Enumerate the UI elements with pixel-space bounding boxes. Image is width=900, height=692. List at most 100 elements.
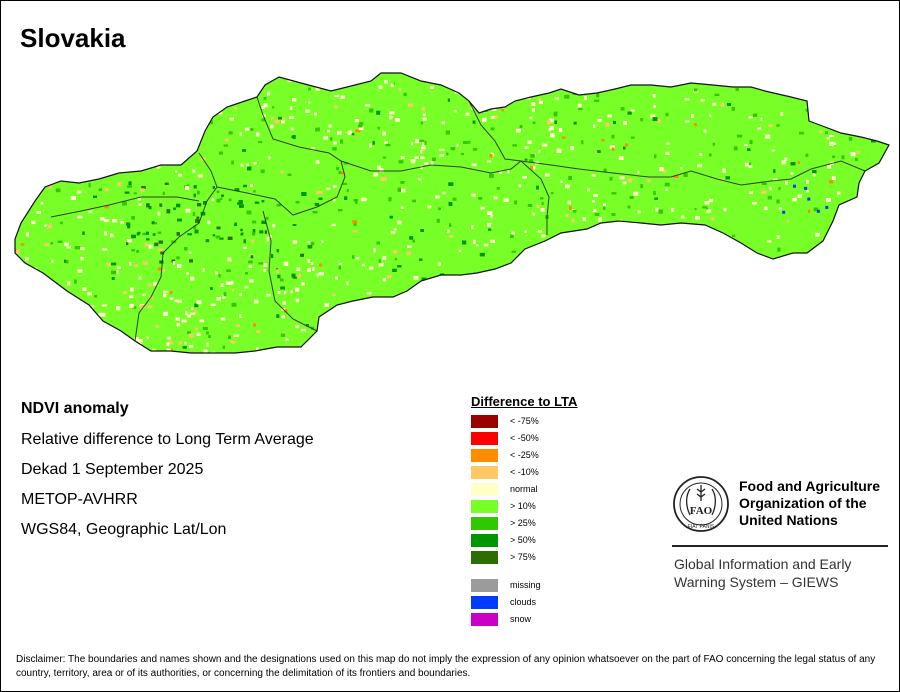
ndvi-pixel: [138, 351, 142, 353]
ndvi-pixel: [657, 227, 660, 231]
ndvi-pixel: [514, 200, 518, 205]
ndvi-pixel: [544, 306, 550, 310]
ndvi-pixel: [786, 77, 790, 82]
ndvi-pixel: [605, 251, 608, 255]
ndvi-pixel: [176, 98, 179, 101]
ndvi-pixel: [572, 266, 576, 269]
ndvi-pixel: [841, 155, 845, 160]
ndvi-pixel: [877, 180, 882, 184]
ndvi-pixel: [81, 333, 84, 337]
ndvi-pixel: [204, 106, 207, 110]
ndvi-pixel: [264, 230, 267, 234]
ndvi-pixel: [807, 88, 813, 92]
ndvi-pixel: [470, 106, 474, 110]
ndvi-pixel: [146, 336, 149, 340]
ndvi-pixel: [510, 87, 514, 92]
ndvi-pixel: [521, 73, 526, 78]
ndvi-pixel: [574, 320, 579, 325]
ndvi-pixel: [243, 246, 247, 249]
ndvi-pixel: [73, 73, 76, 75]
ndvi-pixel: [136, 359, 139, 362]
ndvi-pixel: [93, 322, 99, 326]
ndvi-pixel: [110, 337, 115, 342]
ndvi-pixel: [529, 116, 533, 120]
ndvi-pixel: [250, 86, 253, 90]
ndvi-pixel: [772, 79, 777, 82]
ndvi-pixel: [565, 300, 568, 304]
ndvi-pixel: [316, 273, 319, 277]
ndvi-pixel: [96, 322, 99, 326]
ndvi-pixel: [524, 158, 528, 161]
ndvi-pixel: [480, 286, 485, 289]
ndvi-pixel: [465, 305, 469, 308]
ndvi-pixel: [332, 185, 338, 188]
ndvi-pixel: [227, 257, 232, 262]
ndvi-pixel: [146, 238, 150, 241]
ndvi-pixel: [825, 295, 828, 300]
ndvi-pixel: [454, 344, 457, 348]
ndvi-pixel: [89, 133, 93, 138]
ndvi-pixel: [638, 257, 644, 261]
ndvi-pixel: [597, 118, 602, 123]
ndvi-pixel: [847, 312, 851, 315]
ndvi-pixel: [30, 184, 34, 188]
ndvi-pixel: [218, 111, 223, 115]
ndvi-pixel: [842, 297, 848, 300]
ndvi-pixel: [883, 210, 887, 215]
ndvi-pixel: [49, 330, 53, 333]
ndvi-pixel: [871, 241, 874, 245]
ndvi-pixel: [246, 163, 249, 167]
ndvi-pixel: [745, 254, 750, 259]
ndvi-pixel: [79, 89, 84, 93]
ndvi-pixel: [768, 305, 772, 309]
ndvi-pixel: [80, 357, 82, 360]
ndvi-pixel: [851, 108, 857, 113]
ndvi-anomaly-map: [14, 72, 890, 362]
ndvi-pixel: [472, 318, 478, 322]
ndvi-pixel: [712, 296, 716, 299]
ndvi-pixel: [622, 261, 626, 265]
ndvi-pixel: [536, 185, 539, 190]
ndvi-pixel: [714, 93, 720, 96]
ndvi-pixel: [718, 292, 722, 295]
ndvi-pixel: [19, 121, 24, 124]
ndvi-pixel: [709, 347, 712, 351]
ndvi-pixel: [842, 297, 848, 300]
ndvi-pixel: [885, 312, 889, 315]
ndvi-pixel: [869, 195, 874, 199]
ndvi-pixel: [177, 88, 183, 91]
ndvi-pixel: [31, 220, 36, 225]
legend-swatch: [471, 551, 498, 564]
ndvi-pixel: [450, 147, 456, 151]
ndvi-pixel: [462, 329, 468, 333]
ndvi-pixel: [435, 332, 439, 336]
ndvi-pixel: [801, 281, 805, 285]
ndvi-pixel: [80, 247, 85, 251]
ndvi-pixel: [32, 356, 36, 358]
ndvi-pixel: [83, 308, 88, 312]
ndvi-pixel: [563, 262, 567, 267]
ndvi-pixel: [732, 323, 736, 327]
ndvi-pixel: [516, 259, 520, 262]
ndvi-pixel: [392, 268, 397, 272]
ndvi-pixel: [136, 232, 140, 236]
ndvi-pixel: [644, 329, 650, 333]
ndvi-pixel: [718, 339, 723, 344]
ndvi-pixel: [782, 317, 787, 319]
ndvi-pixel: [531, 278, 534, 282]
ndvi-pixel: [731, 107, 735, 111]
ndvi-pixel: [735, 88, 739, 91]
ndvi-pixel: [736, 246, 741, 251]
ndvi-pixel: [36, 87, 42, 90]
ndvi-pixel: [489, 154, 493, 158]
ndvi-pixel: [56, 332, 59, 336]
ndvi-pixel: [82, 153, 86, 158]
ndvi-pixel: [105, 134, 110, 137]
ndvi-pixel: [561, 243, 565, 247]
ndvi-pixel: [48, 170, 52, 174]
ndvi-pixel: [439, 148, 445, 151]
ndvi-pixel: [305, 109, 310, 113]
ndvi-pixel: [601, 139, 605, 142]
ndvi-pixel: [654, 154, 657, 159]
ndvi-pixel: [871, 292, 876, 297]
